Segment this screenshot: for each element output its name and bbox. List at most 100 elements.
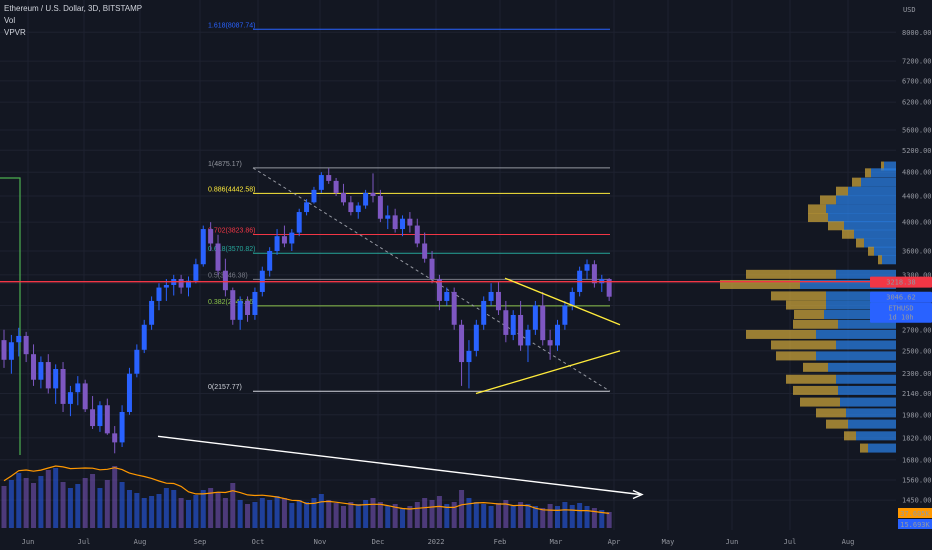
- price-axis[interactable]: [898, 0, 932, 530]
- candle-body[interactable]: [38, 362, 44, 380]
- candle-body[interactable]: [569, 291, 575, 306]
- candle-body[interactable]: [104, 405, 110, 434]
- candle-body[interactable]: [67, 392, 73, 404]
- vpvr-up-bar: [746, 269, 836, 279]
- candle-body[interactable]: [304, 202, 310, 213]
- candle-body[interactable]: [53, 368, 59, 389]
- candle-body[interactable]: [562, 305, 568, 325]
- triangle-upper-line[interactable]: [504, 277, 621, 326]
- candle-body[interactable]: [23, 335, 29, 355]
- candle-body[interactable]: [252, 291, 258, 315]
- candle-body[interactable]: [296, 212, 302, 233]
- candle-body[interactable]: [178, 279, 184, 288]
- candle-body[interactable]: [75, 383, 81, 393]
- candle-body[interactable]: [326, 175, 332, 181]
- candle-body[interactable]: [385, 215, 391, 219]
- candle-body[interactable]: [488, 291, 494, 301]
- candle-body[interactable]: [407, 218, 413, 226]
- candle-body[interactable]: [82, 383, 88, 410]
- vpvr-up-bar: [856, 238, 864, 248]
- candle-body[interactable]: [31, 354, 37, 380]
- candle-body[interactable]: [370, 192, 376, 197]
- candle-body[interactable]: [267, 250, 273, 271]
- candle-body[interactable]: [245, 300, 251, 315]
- candle-body[interactable]: [208, 229, 214, 244]
- candle-body[interactable]: [392, 215, 398, 230]
- candle-body[interactable]: [126, 373, 132, 412]
- vpvr-up-bar: [771, 291, 826, 301]
- candle-body[interactable]: [215, 243, 221, 271]
- candle-body[interactable]: [141, 324, 147, 350]
- candle-body[interactable]: [591, 264, 597, 284]
- candle-body[interactable]: [510, 314, 516, 335]
- candle-body[interactable]: [503, 310, 509, 335]
- candle-body[interactable]: [1, 340, 7, 360]
- candle-body[interactable]: [363, 192, 369, 206]
- candle-body[interactable]: [222, 270, 228, 291]
- candle-body[interactable]: [429, 258, 435, 280]
- candle-body[interactable]: [90, 409, 96, 427]
- candle-body[interactable]: [311, 189, 317, 203]
- candle-body[interactable]: [355, 205, 361, 213]
- candle-body[interactable]: [584, 264, 590, 271]
- vpvr-down-bar: [816, 329, 896, 339]
- candle-body[interactable]: [555, 324, 560, 346]
- candle-body[interactable]: [547, 340, 553, 346]
- candle-body[interactable]: [518, 314, 524, 346]
- triangle-lower-line[interactable]: [475, 350, 621, 395]
- candle-body[interactable]: [112, 433, 118, 443]
- candle-body[interactable]: [60, 368, 66, 404]
- candle-body[interactable]: [45, 362, 51, 389]
- time-axis-tick: Apr: [608, 538, 621, 546]
- candle-body[interactable]: [134, 349, 140, 374]
- candle-body[interactable]: [400, 218, 406, 230]
- volume-bar: [377, 502, 383, 528]
- candle-body[interactable]: [459, 324, 465, 363]
- candle-body[interactable]: [119, 411, 125, 443]
- vol-indicator-label[interactable]: Vol: [4, 16, 16, 25]
- candle-body[interactable]: [540, 305, 546, 341]
- vpvr-up-bar: [794, 309, 824, 319]
- candle-body[interactable]: [274, 236, 280, 251]
- candle-body[interactable]: [532, 305, 538, 330]
- candle-body[interactable]: [186, 280, 191, 288]
- candle-body[interactable]: [473, 324, 479, 351]
- candle-body[interactable]: [495, 291, 501, 311]
- candle-body[interactable]: [237, 300, 243, 320]
- volume-bar: [200, 490, 206, 528]
- volume-bar: [149, 496, 155, 528]
- volume-bar: [304, 502, 310, 528]
- trend-arrow-line[interactable]: [157, 435, 641, 496]
- candle-body[interactable]: [422, 243, 428, 259]
- candle-body[interactable]: [230, 290, 236, 320]
- volume-bar: [414, 502, 420, 528]
- fib-level-label: 0.886(4442.58): [208, 186, 255, 193]
- vpvr-indicator-label[interactable]: VPVR: [4, 28, 26, 37]
- candle-body[interactable]: [436, 279, 442, 301]
- candle-body[interactable]: [156, 287, 162, 301]
- candle-body[interactable]: [163, 284, 169, 288]
- candle-body[interactable]: [16, 335, 22, 343]
- candle-body[interactable]: [333, 180, 339, 193]
- candle-body[interactable]: [377, 196, 383, 219]
- time-axis[interactable]: [0, 530, 932, 550]
- candle-body[interactable]: [525, 329, 531, 346]
- candle-body[interactable]: [289, 232, 295, 244]
- candle-body[interactable]: [481, 300, 487, 325]
- candle-body[interactable]: [193, 264, 199, 281]
- candle-body[interactable]: [200, 229, 206, 265]
- candle-body[interactable]: [451, 291, 457, 325]
- candle-body[interactable]: [466, 350, 472, 363]
- candle-body[interactable]: [8, 342, 14, 360]
- candle-body[interactable]: [606, 279, 612, 297]
- candle-body[interactable]: [318, 175, 324, 190]
- candle-body[interactable]: [97, 405, 103, 427]
- candle-body[interactable]: [414, 225, 420, 244]
- candle-body[interactable]: [348, 202, 354, 213]
- candle-body[interactable]: [149, 300, 155, 325]
- vpvr-up-bar: [881, 161, 884, 171]
- candle-body[interactable]: [340, 192, 346, 203]
- candle-body[interactable]: [444, 291, 450, 301]
- candle-body[interactable]: [281, 236, 287, 244]
